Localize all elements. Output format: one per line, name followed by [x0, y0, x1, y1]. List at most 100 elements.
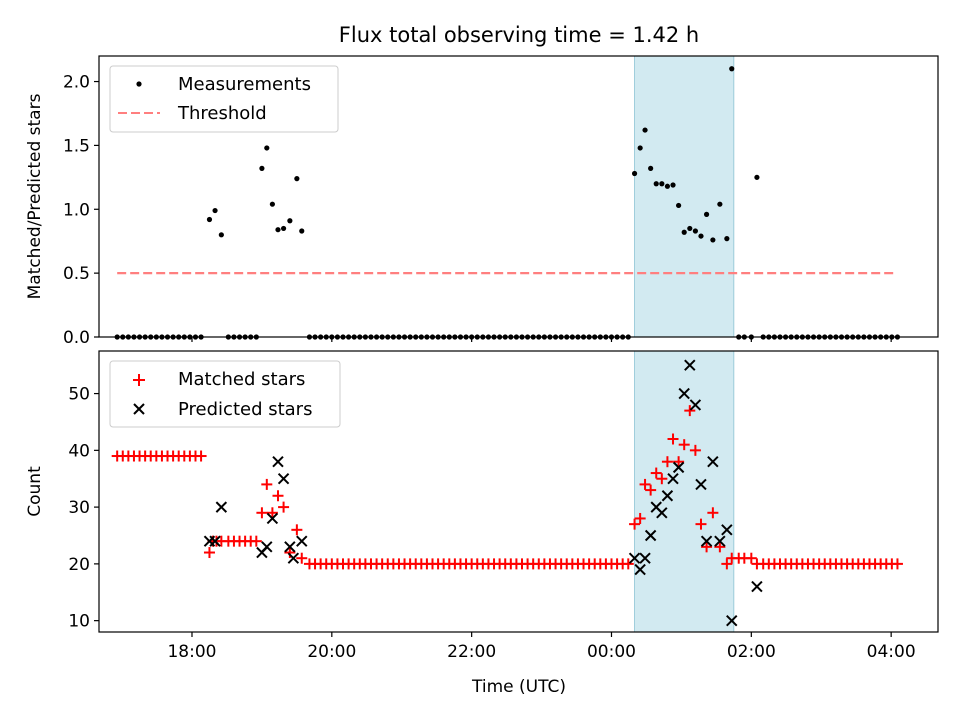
matched-star-point	[684, 405, 696, 417]
matched-star-point	[195, 450, 207, 462]
predicted-star-point	[628, 552, 641, 564]
measurement-point	[275, 227, 281, 233]
matched-star-point	[667, 433, 679, 445]
top-observing-span	[634, 55, 735, 338]
y-tick-label: 1.0	[63, 200, 90, 220]
matched-star-point	[272, 490, 284, 502]
measurement-point	[637, 145, 643, 151]
predicted-star-point	[751, 580, 763, 593]
matched-star-point	[891, 558, 903, 570]
y-tick-label: 10	[68, 612, 90, 632]
measurement-point	[724, 236, 730, 242]
predicted-star-point	[726, 614, 738, 627]
y-tick-label: 40	[68, 441, 90, 461]
x-tick-label: 18:00	[167, 642, 216, 662]
measurement-point	[754, 174, 760, 180]
measurement-point	[264, 145, 270, 151]
legend-marker-predicted	[133, 403, 145, 415]
predicted-star-point	[656, 507, 668, 519]
top-panel-ratio: 0.00.51.01.52.0 Matched/Predicted stars …	[25, 55, 939, 348]
predicted-star-point	[215, 501, 228, 513]
predicted-star-point	[634, 563, 646, 576]
predicted-star-point	[266, 512, 279, 525]
matched-star-point	[256, 507, 268, 519]
x-tick-label: 02:00	[727, 642, 776, 662]
predicted-star-point	[284, 541, 296, 553]
x-tick-label: 04:00	[867, 642, 916, 662]
matched-star-point	[278, 501, 290, 513]
measurement-point	[299, 228, 305, 234]
matched-star-point	[634, 512, 646, 524]
matched-star-point	[296, 552, 308, 564]
measurement-point	[703, 211, 710, 217]
matched-star-point	[695, 518, 707, 530]
matched-star-point	[678, 439, 690, 451]
top-legend: Measurements Threshold	[109, 65, 339, 133]
x-tick-label: 20:00	[307, 642, 356, 662]
matched-star-point	[650, 467, 662, 479]
legend-marker-measurements	[136, 81, 142, 87]
x-axis-label: Time (UTC)	[471, 677, 566, 697]
predicted-star-point	[272, 455, 284, 468]
predicted-star-point	[287, 552, 300, 564]
measurement-point	[664, 183, 671, 189]
predicted-star-point	[721, 524, 733, 536]
chart-title: Flux total observing time = 1.42 h	[339, 23, 699, 47]
predicted-star-point	[277, 473, 290, 485]
predicted-star-point	[261, 541, 273, 553]
matched-star-point	[645, 484, 657, 496]
measurement-point	[294, 176, 300, 182]
measurement-point	[710, 237, 716, 243]
predicted-star-point	[700, 535, 713, 547]
measurement-point	[280, 225, 287, 232]
top-x-ticks	[191, 337, 892, 342]
predicted-star-point	[209, 535, 221, 547]
legend-label-threshold: Threshold	[177, 103, 267, 124]
measurement-point	[269, 201, 275, 207]
legend-label-matched: Matched stars	[178, 369, 305, 390]
bottom-y-axis-label: Count	[25, 466, 45, 517]
matched-star-point	[629, 518, 641, 530]
y-tick-label: 30	[68, 498, 90, 518]
measurement-point	[670, 182, 676, 188]
predicted-star-point	[684, 359, 696, 371]
matched-star-point	[291, 524, 303, 536]
measurement-point	[212, 207, 218, 214]
y-tick-label: 1.5	[63, 136, 90, 156]
bottom-axes-frame	[98, 350, 939, 633]
y-tick-label: 20	[68, 555, 90, 575]
matched-star-point	[639, 478, 651, 490]
predicted-star-point	[639, 552, 651, 564]
measurement-point	[681, 229, 687, 235]
predicted-star-point	[661, 490, 674, 502]
measurement-point	[648, 165, 654, 171]
predicted-star-point	[296, 535, 308, 547]
measurement-point	[659, 181, 665, 187]
bottom-legend-box	[109, 360, 341, 428]
y-tick-label: 2.0	[63, 73, 90, 93]
matched-star-point	[656, 473, 668, 485]
matched-star-point	[284, 547, 296, 559]
observing-window-span	[634, 55, 735, 338]
measurement-point	[676, 202, 682, 209]
matched-star-point	[203, 547, 215, 559]
predicted-star-point	[714, 535, 726, 547]
predicted-star-points	[203, 359, 763, 627]
top-y-axis-label: Matched/Predicted stars	[25, 93, 45, 299]
matched-star-point	[689, 444, 701, 456]
measurement-point	[653, 181, 659, 187]
y-tick-label: 50	[68, 385, 90, 405]
predicted-star-point	[667, 473, 679, 485]
measurement-point	[729, 66, 735, 72]
legend-label-measurements: Measurements	[178, 74, 311, 95]
bottom-panel-counts: 10 20 30 40 50 18:00 20:00 22:00 00:00 02:00 04:0…	[25, 350, 939, 697]
legend-label-predicted: Predicted stars	[178, 399, 312, 420]
x-tick-label: 22:00	[447, 642, 496, 662]
matched-star-point	[261, 478, 273, 490]
measurement-point	[717, 201, 723, 207]
predicted-star-point	[672, 461, 685, 474]
matched-star-point	[745, 552, 757, 564]
matched-star-point	[714, 541, 726, 553]
measurement-point	[218, 232, 224, 238]
measurement-point	[642, 127, 648, 133]
